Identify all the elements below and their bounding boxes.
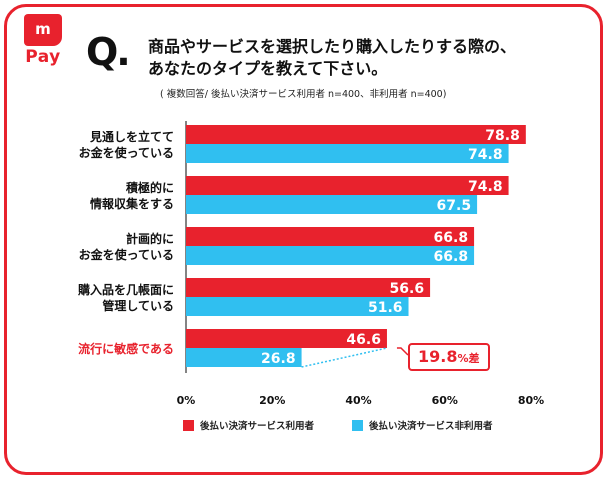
- question-line-2: あなたのタイプを教えて下さい。: [148, 59, 388, 78]
- bar-user: [186, 227, 475, 246]
- legend: 後払い決済サービス利用者 後払い決済サービス非利用者: [183, 418, 493, 432]
- bar-value-label: 26.8: [261, 351, 296, 367]
- bar-value-label: 74.8: [468, 147, 503, 163]
- category-label: 流行に敏感である: [78, 341, 174, 356]
- bar-nonuser: [186, 195, 478, 214]
- category-label: 計画的に: [126, 231, 174, 246]
- category-label: お金を使っている: [79, 145, 174, 160]
- bar-value-label: 51.6: [368, 300, 403, 316]
- x-tick-label: 0%: [177, 394, 196, 407]
- logo-mark: m: [24, 14, 62, 46]
- bar-nonuser: [186, 297, 409, 316]
- callout-pointer: [396, 347, 409, 356]
- category-label: お金を使っている: [79, 247, 174, 262]
- bar-user: [186, 278, 431, 297]
- legend-swatch-user: [183, 419, 194, 431]
- category-label: 見通しを立てて: [89, 129, 174, 144]
- bar-value-label: 46.6: [346, 332, 381, 348]
- survey-note: ( 複数回答/ 後払い決済サービス利用者 n=400、非利用者 n=400): [160, 89, 447, 100]
- bar-user: [186, 125, 526, 144]
- legend-label-user: 後払い決済サービス利用者: [200, 421, 315, 432]
- question-text: 商品やサービスを選択したり購入したりする際の、 あなたのタイプを教えて下さい。: [148, 36, 588, 80]
- bar-nonuser: [186, 246, 475, 265]
- bar-user: [186, 176, 509, 195]
- category-label: 積極的に: [125, 180, 174, 195]
- x-tick-label: 40%: [345, 394, 371, 407]
- legend-swatch-nonuser: [352, 419, 364, 431]
- bar-value-label: 56.6: [390, 281, 425, 297]
- difference-connector: [301, 347, 388, 368]
- x-tick-label: 20%: [259, 394, 285, 407]
- merpay-logo: m Pay: [14, 14, 72, 67]
- bar-nonuser: [186, 348, 302, 367]
- question-line-1: 商品やサービスを選択したり購入したりする際の、: [148, 37, 517, 56]
- bar-value-label: 66.8: [434, 249, 469, 265]
- x-tick-label: 80%: [518, 394, 544, 407]
- category-label: 管理している: [102, 298, 174, 313]
- legend-item-nonuser: 後払い決済サービス非利用者: [352, 418, 493, 432]
- logo-mark-letter: m: [35, 20, 51, 38]
- question-mark: Q.: [86, 30, 131, 74]
- category-label: 購入品を几帳面に: [77, 282, 174, 297]
- logo-text: Pay: [25, 47, 61, 67]
- bar-value-label: 74.8: [468, 179, 503, 195]
- bar-user: [186, 329, 387, 348]
- bar-value-label: 78.8: [485, 128, 520, 144]
- bar-value-label: 66.8: [434, 230, 469, 246]
- difference-unit: %差: [457, 352, 480, 365]
- difference-callout: 19.8%差: [408, 343, 490, 371]
- x-tick-label: 60%: [432, 394, 458, 407]
- bar-value-label: 67.5: [437, 198, 472, 214]
- bar-nonuser: [186, 144, 509, 163]
- legend-item-user: 後払い決済サービス利用者: [183, 418, 314, 432]
- legend-label-nonuser: 後払い決済サービス非利用者: [369, 421, 493, 432]
- category-label: 情報収集をする: [90, 196, 174, 211]
- difference-value: 19.8: [418, 347, 458, 366]
